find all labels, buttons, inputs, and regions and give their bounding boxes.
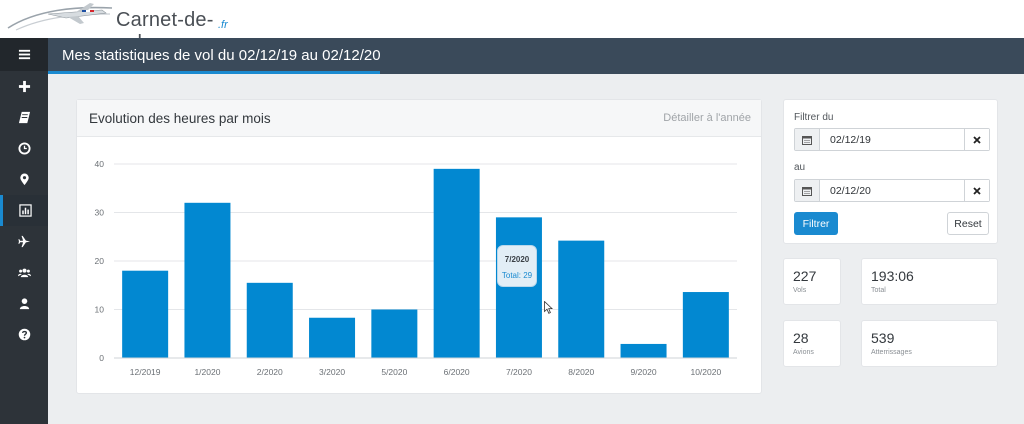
- stat-total-label: Total: [871, 287, 886, 294]
- y-tick-label: 30: [95, 208, 105, 218]
- airplane-logo-icon: [7, 3, 113, 31]
- sidebar-item-help[interactable]: [0, 319, 48, 350]
- stat-card-total: 193:06 Total: [861, 258, 998, 305]
- mouse-cursor-icon: [544, 301, 553, 314]
- question-icon: [18, 328, 30, 341]
- plane-icon: [17, 235, 30, 248]
- x-tick-label: 1/2020: [194, 367, 220, 377]
- from-label: Filtrer du: [794, 112, 834, 123]
- from-date-input[interactable]: [821, 129, 965, 150]
- filter-card: Filtrer du au Filtrer Reset: [783, 99, 998, 244]
- top-header: Carnet-de-vol .fr: [0, 0, 1024, 54]
- logo-suffix: .fr: [218, 19, 228, 31]
- x-tick-label: 5/2020: [381, 367, 407, 377]
- stat-card-aircraft: 28 Avions: [783, 320, 841, 367]
- logo[interactable]: Carnet-de-vol .fr: [6, 2, 228, 54]
- bar-10/2020[interactable]: [682, 292, 729, 358]
- sidebar-item-hours[interactable]: [0, 133, 48, 164]
- menu-icon: [18, 49, 30, 60]
- sidebar: [0, 38, 48, 424]
- y-tick-label: 20: [95, 256, 105, 266]
- x-tick-label: 8/2020: [568, 367, 594, 377]
- map-marker-icon: [19, 173, 29, 186]
- bar-9/2020[interactable]: [620, 343, 667, 358]
- bar-8/2020[interactable]: [558, 240, 605, 358]
- page-title-bar: Mes statistiques de vol du 02/12/19 au 0…: [48, 38, 1024, 74]
- to-date-input[interactable]: [821, 180, 965, 201]
- bar-chart-icon: [19, 204, 32, 217]
- chart-title: Evolution des heures par mois: [89, 111, 271, 126]
- filter-button[interactable]: Filtrer: [794, 212, 838, 235]
- stat-card-landings: 539 Atterrissages: [861, 320, 998, 367]
- sidebar-item-statistics[interactable]: [0, 195, 48, 226]
- bar-6/2020[interactable]: [433, 168, 480, 358]
- tooltip-value: Total: 29: [501, 271, 533, 280]
- stat-landings-label: Atterrissages: [871, 349, 912, 356]
- user-icon: [19, 298, 29, 310]
- y-tick-label: 40: [95, 159, 105, 169]
- bar-1/2020[interactable]: [184, 202, 231, 358]
- x-tick-label: 2/2020: [257, 367, 283, 377]
- x-tick-label: 3/2020: [319, 367, 345, 377]
- bar-7/2020[interactable]: [495, 217, 542, 358]
- sidebar-item-crew[interactable]: [0, 257, 48, 288]
- detail-by-year-link[interactable]: Détailler à l'année: [663, 112, 751, 124]
- to-calendar-addon[interactable]: [795, 180, 820, 201]
- stat-landings-value: 539: [871, 330, 895, 346]
- chart-panel-header: Evolution des heures par mois Détailler …: [77, 100, 761, 137]
- sidebar-item-aircraft[interactable]: [0, 226, 48, 257]
- plus-icon: [18, 80, 30, 93]
- x-tick-label: 10/2020: [690, 367, 721, 377]
- sidebar-item-logbook[interactable]: [0, 102, 48, 133]
- close-icon: [973, 186, 981, 195]
- chart-tooltip: 7/2020 Total: 29: [497, 245, 537, 287]
- x-tick-label: 6/2020: [444, 367, 470, 377]
- tooltip-title: 7/2020: [504, 255, 530, 264]
- stat-flights-label: Vols: [793, 287, 807, 294]
- from-clear-button[interactable]: [964, 129, 989, 150]
- sidebar-item-map[interactable]: [0, 164, 48, 195]
- close-icon: [973, 135, 981, 144]
- users-icon: [17, 268, 31, 278]
- bar-3/2020[interactable]: [309, 317, 356, 358]
- page-title: Mes statistiques de vol du 02/12/19 au 0…: [62, 47, 381, 64]
- x-tick-label: 9/2020: [631, 367, 657, 377]
- stat-flights-value: 227: [793, 268, 817, 284]
- sidebar-item-add-flight[interactable]: [0, 71, 48, 102]
- calendar-icon: [802, 186, 812, 196]
- hours-bar-chart: 0 10 20 30 40 12/2019 1/2020 2/2020 3/2020 5/2020…: [95, 159, 737, 377]
- stat-total-value: 193:06: [871, 268, 914, 284]
- bar-5/2020[interactable]: [371, 309, 418, 359]
- to-date-group: [794, 179, 990, 202]
- x-tick-label: 12/2019: [130, 367, 161, 377]
- stat-aircraft-value: 28: [793, 330, 809, 346]
- bar-12/2019[interactable]: [122, 270, 169, 358]
- x-tick-label: 7/2020: [506, 367, 532, 377]
- title-underline: [48, 71, 380, 74]
- clock-icon: [17, 142, 31, 155]
- calendar-icon: [802, 135, 812, 145]
- from-date-group: [794, 128, 990, 151]
- bar-2/2020[interactable]: [246, 282, 293, 358]
- to-clear-button[interactable]: [964, 180, 989, 201]
- y-tick-label: 10: [95, 305, 105, 315]
- to-label: au: [794, 162, 806, 173]
- chart-panel: Evolution des heures par mois Détailler …: [76, 99, 762, 394]
- sidebar-toggle[interactable]: [0, 38, 48, 71]
- y-tick-label: 0: [99, 353, 104, 363]
- stat-aircraft-label: Avions: [793, 349, 814, 356]
- stat-card-flights: 227 Vols: [783, 258, 841, 305]
- sidebar-item-profile[interactable]: [0, 288, 48, 319]
- reset-button[interactable]: Reset: [947, 212, 989, 235]
- from-calendar-addon[interactable]: [795, 129, 820, 150]
- book-icon: [18, 111, 30, 124]
